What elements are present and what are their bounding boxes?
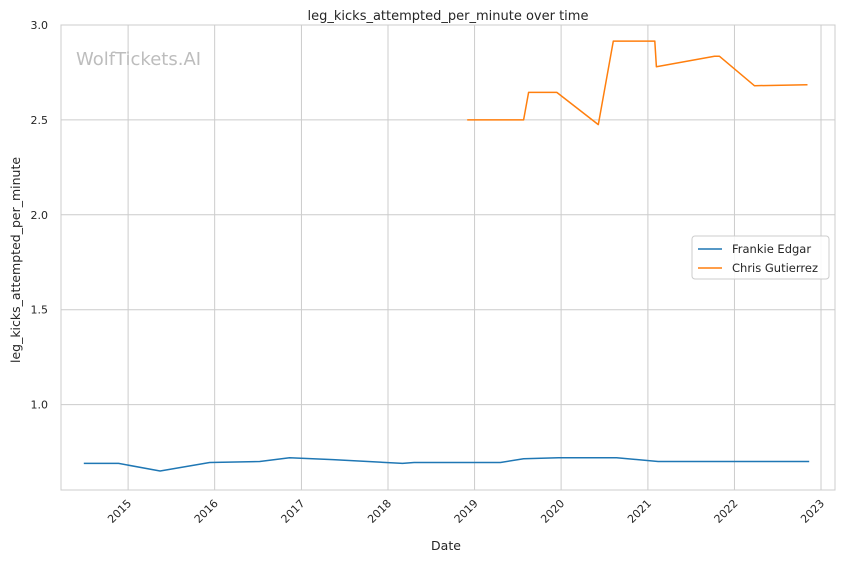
x-tick-label: 2016 bbox=[192, 497, 221, 526]
legend-label-frankie-edgar: Frankie Edgar bbox=[732, 242, 811, 256]
x-tick-label: 2021 bbox=[625, 497, 654, 526]
x-tick-label: 2018 bbox=[365, 497, 394, 526]
x-tick-label: 2020 bbox=[538, 497, 567, 526]
x-tick-label: 2023 bbox=[798, 497, 827, 526]
legend-label-chris-gutierrez: Chris Gutierrez bbox=[732, 261, 818, 275]
x-axis-label: Date bbox=[431, 538, 461, 553]
y-axis-ticks: 1.0 1.5 2.0 2.5 3.0 bbox=[31, 19, 49, 412]
watermark: WolfTickets.AI bbox=[76, 49, 201, 70]
y-tick-label: 3.0 bbox=[31, 19, 49, 32]
legend: Frankie Edgar Chris Gutierrez bbox=[691, 235, 830, 280]
y-axis-label: leg_kicks_attempted_per_minute bbox=[8, 157, 23, 363]
series-layer bbox=[83, 40, 810, 472]
legend-box bbox=[691, 235, 830, 280]
y-tick-label: 1.0 bbox=[31, 399, 49, 412]
series-line-chris-gutierrez bbox=[467, 40, 808, 126]
x-tick-label: 2017 bbox=[279, 497, 308, 526]
y-tick-label: 2.0 bbox=[31, 209, 49, 222]
plot-frame bbox=[60, 24, 836, 491]
series-line-frankie-edgar bbox=[83, 456, 810, 472]
x-axis-ticks: 2015 2016 2017 2018 2019 2020 2021 2022 2023 bbox=[105, 497, 827, 526]
x-tick-label: 2022 bbox=[712, 497, 741, 526]
y-tick-label: 2.5 bbox=[31, 114, 49, 127]
x-tick-label: 2015 bbox=[105, 497, 134, 526]
chart-title: leg_kicks_attempted_per_minute over time bbox=[308, 9, 589, 24]
x-tick-label: 2019 bbox=[452, 497, 481, 526]
y-tick-label: 1.5 bbox=[31, 304, 49, 317]
